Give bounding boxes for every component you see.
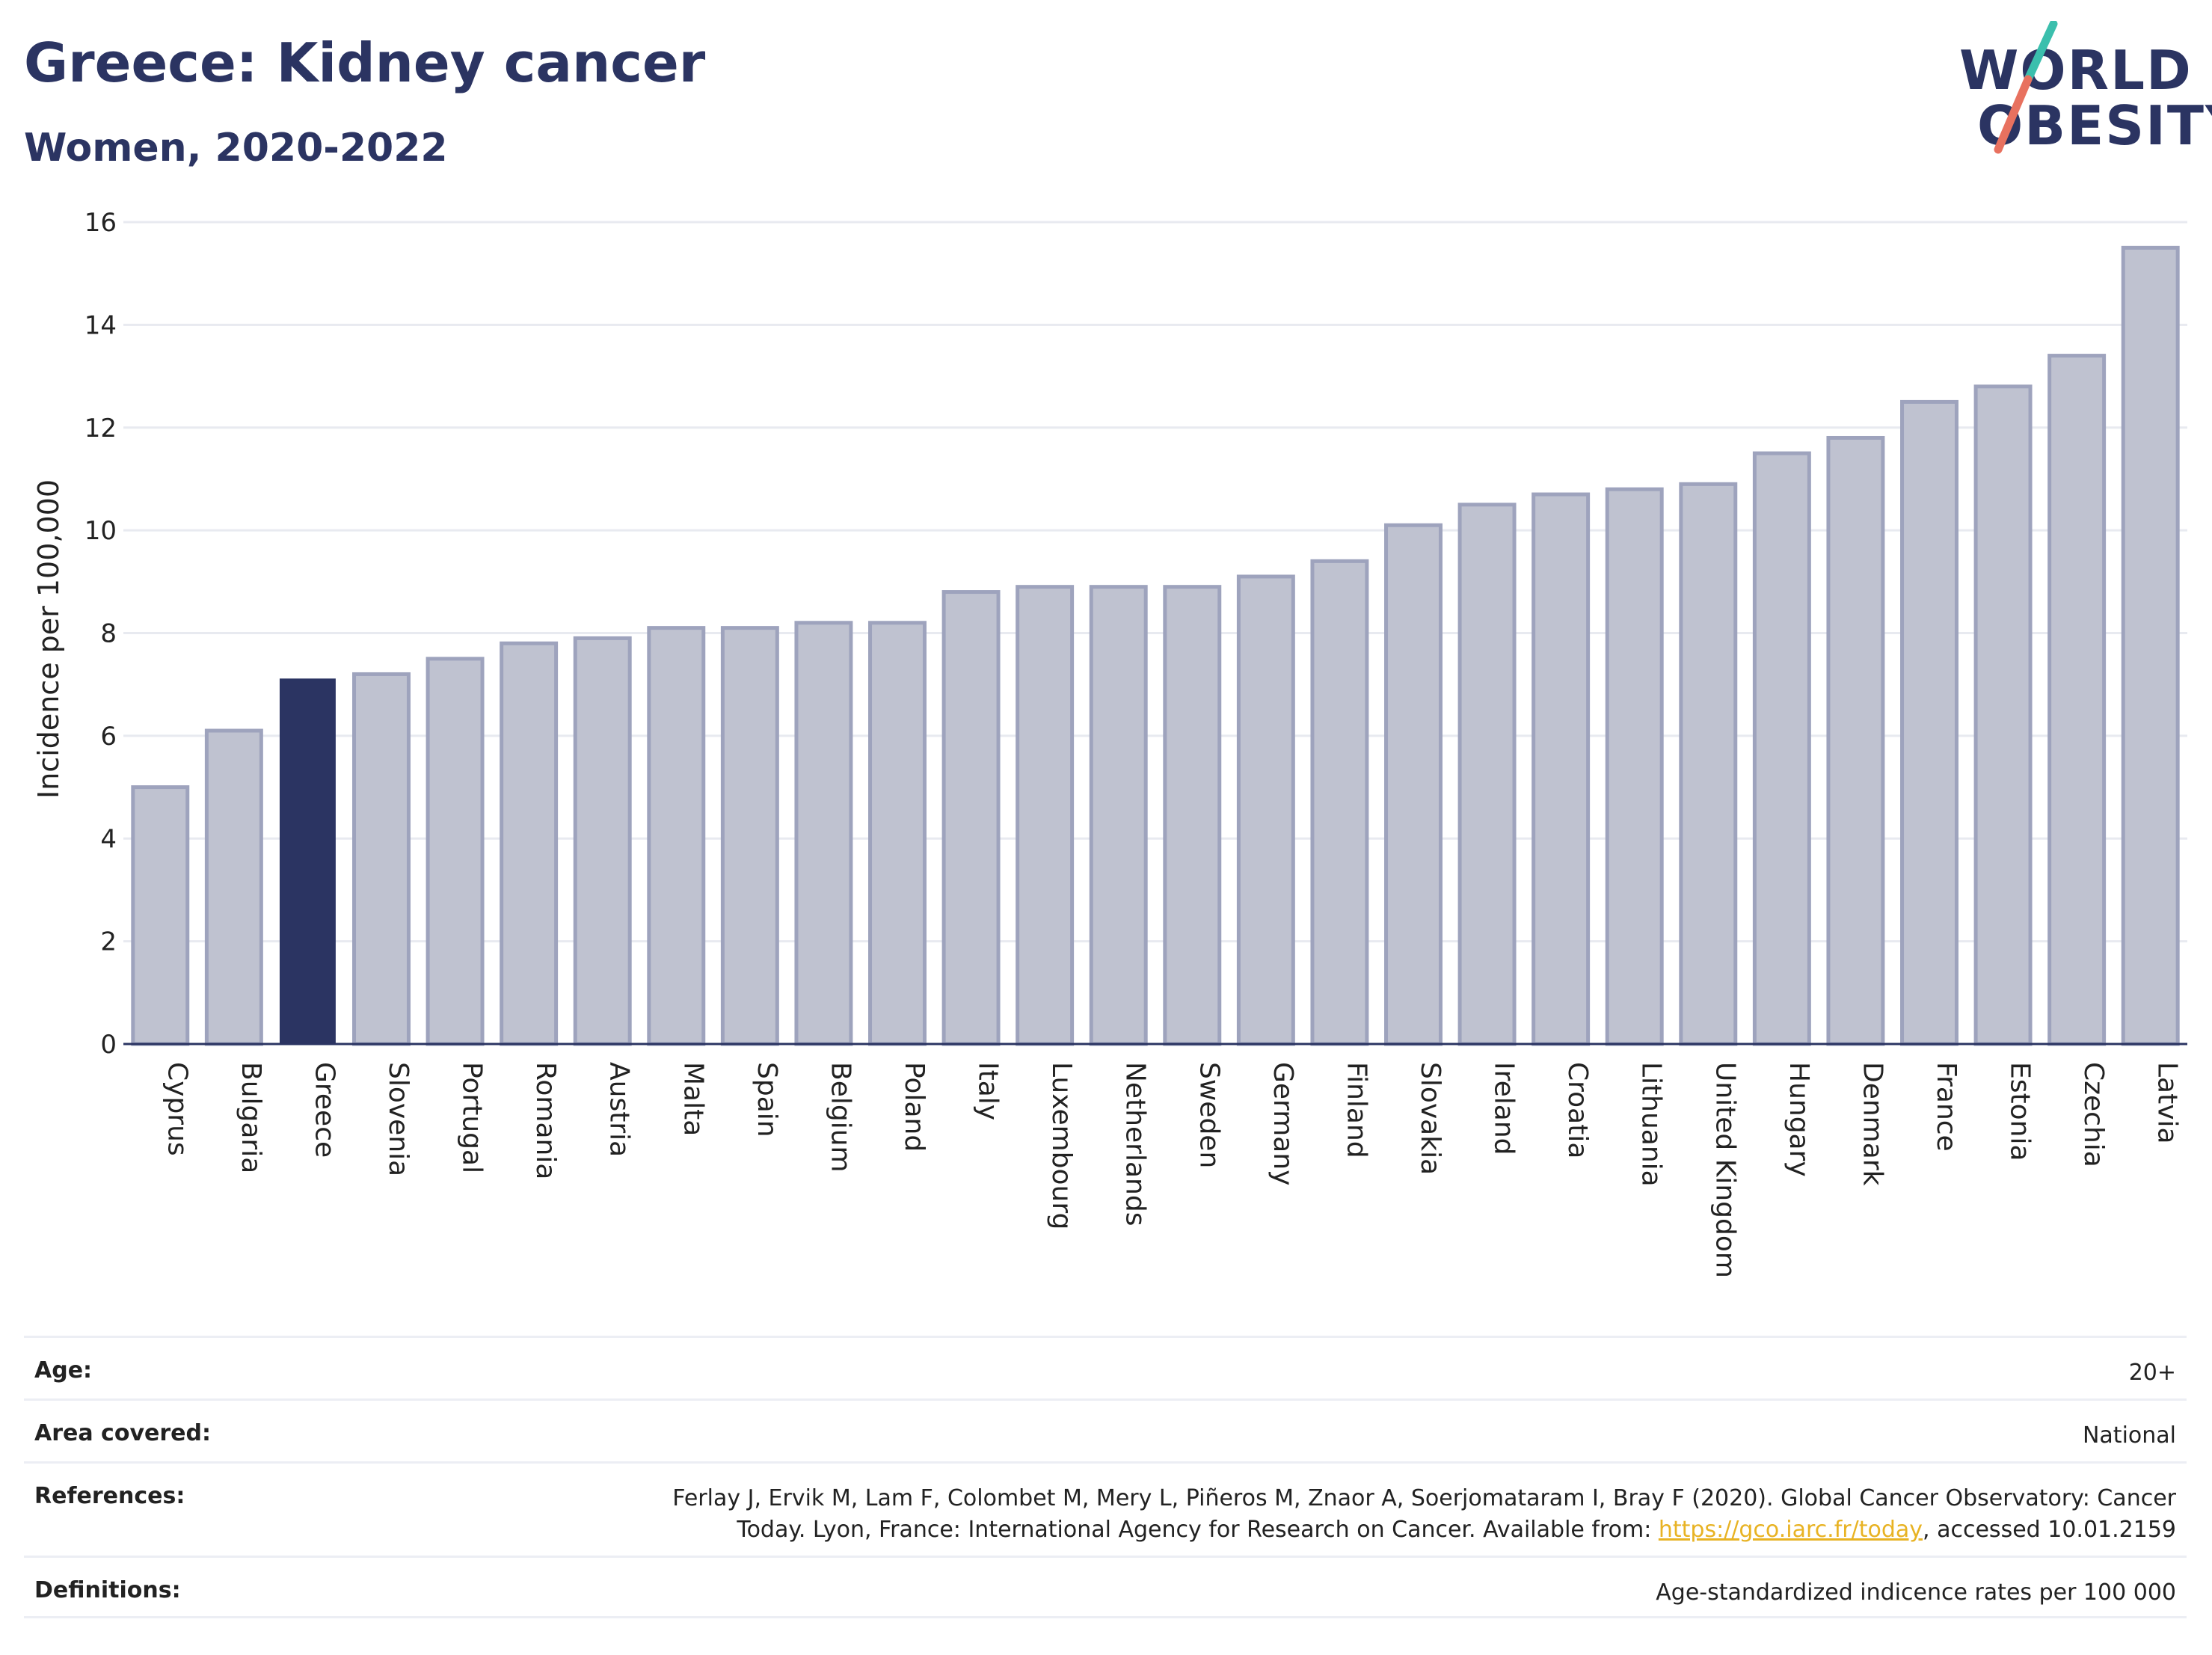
references-label: References: — [34, 1483, 185, 1509]
bar — [352, 672, 411, 1046]
age-label: Age: — [34, 1357, 93, 1384]
x-tick-label: United Kingdom — [1709, 1062, 1740, 1278]
x-tick-label: Portugal — [457, 1062, 488, 1173]
x-tick-label: Finland — [1341, 1062, 1371, 1158]
bar — [500, 641, 559, 1046]
references-text-line2-end: , accessed 10.01.2159 — [1923, 1517, 2176, 1543]
x-tick-label: Cyprus — [162, 1062, 192, 1156]
y-tick-label: 14 — [85, 310, 117, 340]
bar — [425, 657, 485, 1046]
x-tick-label: Croatia — [1562, 1062, 1593, 1158]
x-tick-label: Luxembourg — [1046, 1062, 1077, 1229]
bar — [2047, 354, 2107, 1046]
y-tick-label: 2 — [100, 927, 117, 957]
x-tick-label: Slovakia — [1415, 1062, 1446, 1175]
bar — [1531, 492, 1591, 1046]
bar — [573, 636, 632, 1046]
x-tick-label: Netherlands — [1120, 1062, 1151, 1226]
x-tick-label: Poland — [899, 1062, 930, 1152]
bar — [1752, 451, 1811, 1046]
bar — [1679, 482, 1738, 1046]
x-tick-label: Austria — [604, 1062, 635, 1157]
x-tick-label: Ireland — [1489, 1062, 1520, 1155]
bar — [868, 621, 927, 1046]
y-tick-label: 6 — [100, 722, 117, 752]
definitions-value: Age-standardized indicence rates per 100… — [1656, 1579, 2176, 1606]
bar — [1605, 487, 1664, 1046]
x-tick-label: Lithuania — [1636, 1062, 1667, 1187]
x-tick-label: Italy — [973, 1062, 1004, 1120]
bar — [2121, 245, 2180, 1046]
bar — [204, 728, 263, 1046]
chart-subtitle: Women, 2020-2022 — [24, 126, 448, 171]
bar — [1973, 384, 2033, 1046]
bar — [1236, 574, 1295, 1046]
logo-text-world: WORLD — [1959, 39, 2193, 102]
bar — [1900, 399, 1958, 1046]
bar-chart: 0 2 4 6 8 10 12 14 16 Incidence per 100,000 Cyprus… — [32, 208, 2187, 1278]
bar — [1310, 559, 1369, 1046]
x-tick-label: Romania — [530, 1062, 561, 1179]
x-tick-label: Hungary — [1784, 1062, 1814, 1177]
x-tick-label: Greece — [309, 1062, 340, 1158]
age-value: 20+ — [2128, 1360, 2176, 1386]
x-tick-label: Slovenia — [383, 1062, 414, 1176]
bar — [647, 626, 706, 1046]
definitions-label: Definitions: — [34, 1577, 181, 1603]
chart-title: Greece: Kidney cancer — [24, 31, 706, 94]
bar — [1457, 503, 1517, 1046]
y-tick-label: 0 — [100, 1030, 117, 1060]
bar — [720, 626, 779, 1046]
world-obesity-logo: WORLD OBESITY — [1944, 21, 2212, 163]
info-row-area: Area covered: National — [24, 1398, 2187, 1461]
x-tick-label: Latvia — [2152, 1062, 2183, 1144]
x-tick-label: Denmark — [1857, 1062, 1887, 1186]
bar — [1089, 585, 1148, 1046]
info-row-references: References: Ferlay J, Ervik M, Lam F, Co… — [24, 1461, 2187, 1556]
references-link[interactable]: https://gco.iarc.fr/today — [1658, 1517, 1923, 1543]
info-row-definitions: Definitions: Age-standardized indicence … — [24, 1556, 2187, 1618]
bar — [794, 621, 853, 1046]
area-value: National — [2082, 1422, 2176, 1449]
bar — [1016, 585, 1075, 1046]
y-axis-title: Incidence per 100,000 — [32, 479, 65, 799]
logo-slash-icon — [1994, 21, 2058, 154]
bar-highlight — [279, 678, 336, 1045]
y-tick-label: 4 — [100, 824, 117, 854]
bar — [131, 785, 190, 1046]
x-tick-label: Czechia — [2078, 1062, 2109, 1167]
info-row-age: Age: 20+ — [24, 1336, 2187, 1398]
x-tick-label: Germany — [1268, 1062, 1298, 1185]
y-tick-label: 16 — [85, 208, 117, 238]
area-label: Area covered: — [34, 1420, 211, 1446]
y-tick-label: 12 — [85, 414, 117, 443]
references-value: Ferlay J, Ervik M, Lam F, Colombet M, Me… — [672, 1483, 2176, 1546]
info-table: Age: 20+ Area covered: National Referenc… — [24, 1336, 2187, 1618]
bar — [1163, 585, 1222, 1046]
x-tick-label: France — [1931, 1062, 1961, 1152]
bar — [941, 590, 1001, 1046]
x-tick-label: Malta — [678, 1062, 708, 1136]
references-text-line2: Today. Lyon, France: International Agenc… — [737, 1517, 1659, 1543]
x-tick-label: Belgium — [825, 1062, 855, 1173]
y-tick-label: 10 — [85, 516, 117, 546]
x-tick-label: Sweden — [1193, 1062, 1224, 1168]
bar — [1826, 435, 1885, 1046]
y-tick-label: 8 — [100, 619, 117, 649]
x-tick-label: Spain — [752, 1062, 782, 1137]
x-tick-label: Estonia — [2005, 1062, 2036, 1161]
references-text-line1: Ferlay J, Ervik M, Lam F, Colombet M, Me… — [672, 1485, 2176, 1511]
x-tick-label: Bulgaria — [236, 1062, 266, 1173]
bar — [1384, 523, 1443, 1046]
